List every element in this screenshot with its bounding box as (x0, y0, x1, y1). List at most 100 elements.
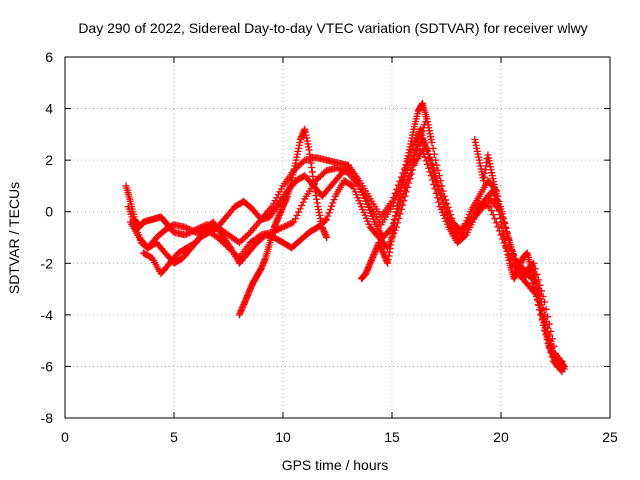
y-tick-label: 4 (45, 101, 53, 117)
data-point (284, 221, 292, 229)
data-point (433, 161, 441, 169)
data-point (539, 292, 547, 300)
x-tick-label: 10 (275, 429, 291, 445)
chart-title: Day 290 of 2022, Sidereal Day-to-day VTE… (78, 20, 587, 36)
y-tick-label: -8 (41, 410, 54, 426)
data-point (323, 234, 331, 241)
data-point (433, 178, 441, 186)
data-point (408, 161, 416, 169)
y-tick-label: -6 (41, 358, 54, 374)
y-tick-label: 0 (45, 204, 53, 220)
data-point (397, 206, 405, 214)
data-point (489, 211, 497, 219)
data-point (435, 172, 443, 180)
grid-lines (65, 57, 610, 418)
data-point (433, 194, 441, 202)
data-point (182, 224, 190, 232)
data-point (409, 156, 417, 164)
series-track-5 (235, 125, 331, 319)
y-tick-label: 6 (45, 49, 53, 65)
series-track-3 (139, 146, 566, 376)
plot-frame (64, 56, 611, 419)
data-point (558, 357, 566, 365)
data-point (396, 210, 404, 218)
data-point (403, 179, 411, 187)
series-track-7 (471, 136, 566, 370)
data-point (432, 189, 440, 197)
data-point (186, 225, 194, 233)
data-point (187, 226, 195, 234)
y-axis-label: SDTVAR / TECUs (6, 182, 22, 294)
data-point (245, 230, 253, 238)
data-point (279, 223, 287, 231)
data-point (420, 150, 428, 158)
data-point (402, 183, 410, 191)
data-point (329, 199, 337, 207)
data-point (184, 225, 192, 233)
data-point (437, 192, 445, 200)
data-point (291, 215, 299, 223)
data-point (445, 207, 453, 215)
data-point (427, 136, 435, 144)
data-point (558, 368, 566, 376)
data-point (508, 245, 516, 253)
data-point (431, 185, 439, 193)
data-point (326, 206, 334, 214)
data-points (122, 99, 568, 376)
data-point (440, 200, 448, 208)
data-point (428, 176, 436, 184)
data-point (430, 165, 438, 173)
data-point (504, 232, 512, 240)
data-point (422, 157, 430, 165)
data-point (442, 196, 450, 204)
data-point (419, 146, 427, 154)
data-point (298, 201, 306, 209)
data-point (421, 153, 429, 161)
data-point (348, 181, 356, 189)
data-point (506, 241, 514, 249)
data-point (388, 203, 396, 211)
data-point (290, 218, 298, 226)
data-point (282, 222, 290, 230)
data-point (492, 219, 500, 227)
data-point (437, 177, 445, 185)
data-point (323, 215, 331, 223)
data-point (430, 150, 438, 158)
x-tick-label: 15 (384, 429, 400, 445)
data-point (427, 172, 435, 180)
series-track-6 (357, 99, 435, 283)
data-point (413, 141, 421, 149)
data-point (296, 205, 304, 213)
data-point (424, 161, 432, 169)
data-point (435, 183, 443, 191)
data-point (439, 187, 447, 195)
data-point (488, 207, 496, 215)
data-point (448, 214, 456, 222)
data-point (542, 305, 550, 313)
data-point (444, 203, 452, 211)
x-tick-label: 0 (61, 429, 69, 445)
y-tick-label: -2 (41, 255, 54, 271)
data-point (441, 205, 449, 213)
data-point (285, 220, 293, 228)
data-point (438, 182, 446, 190)
data-point (505, 236, 513, 244)
x-tick-label: 20 (493, 429, 509, 445)
data-point (295, 208, 303, 216)
data-point (425, 164, 433, 172)
data-point (447, 211, 455, 219)
data-point (324, 212, 332, 220)
data-point (509, 250, 517, 258)
data-point (430, 180, 438, 188)
data-point (432, 156, 440, 164)
data-point (560, 362, 568, 370)
data-point (321, 217, 329, 225)
y-tick-label: 2 (45, 152, 53, 168)
data-point (299, 198, 307, 206)
data-point (405, 172, 413, 180)
data-point (281, 222, 289, 230)
data-point (410, 151, 418, 159)
data-point (501, 223, 509, 231)
data-point (325, 209, 333, 217)
y-tick-label: -4 (41, 307, 54, 323)
